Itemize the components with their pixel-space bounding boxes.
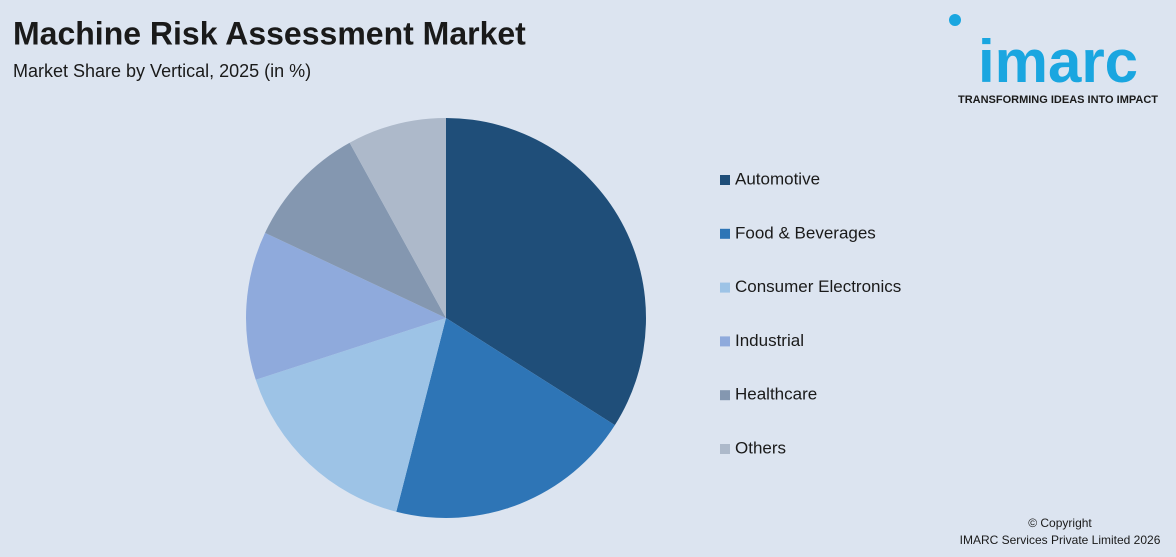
legend-label: Others <box>735 438 786 457</box>
logo: imarc <box>978 28 1138 95</box>
pie-slice <box>396 318 615 518</box>
legend-swatch <box>720 336 730 347</box>
legend-label: Automotive <box>735 169 820 188</box>
legend-label: Healthcare <box>735 385 817 404</box>
legend-swatch <box>720 175 730 185</box>
legend-label: Industrial <box>735 331 804 350</box>
pie-slice <box>265 142 446 318</box>
pie-slice <box>255 318 446 512</box>
pie-slice <box>446 118 646 426</box>
legend-swatch <box>720 282 730 293</box>
pie-slice <box>246 232 446 380</box>
legend-swatch <box>720 444 730 454</box>
logo-dot <box>949 14 961 26</box>
logo-tagline: TRANSFORMING IDEAS INTO IMPACT <box>958 94 1158 106</box>
copyright: © Copyright <box>1028 516 1092 530</box>
legend-swatch <box>720 228 730 239</box>
legend-label: Food & Beverages <box>735 223 876 242</box>
chart-title: Machine Risk Assessment Market <box>13 15 526 51</box>
company: IMARC Services Private Limited 2026 <box>960 533 1161 547</box>
pie-slice <box>349 118 446 318</box>
chart-subtitle: Market Share by Vertical, 2025 (in %) <box>13 61 311 81</box>
legend-label: Consumer Electronics <box>735 277 901 296</box>
legend-swatch <box>720 390 730 401</box>
